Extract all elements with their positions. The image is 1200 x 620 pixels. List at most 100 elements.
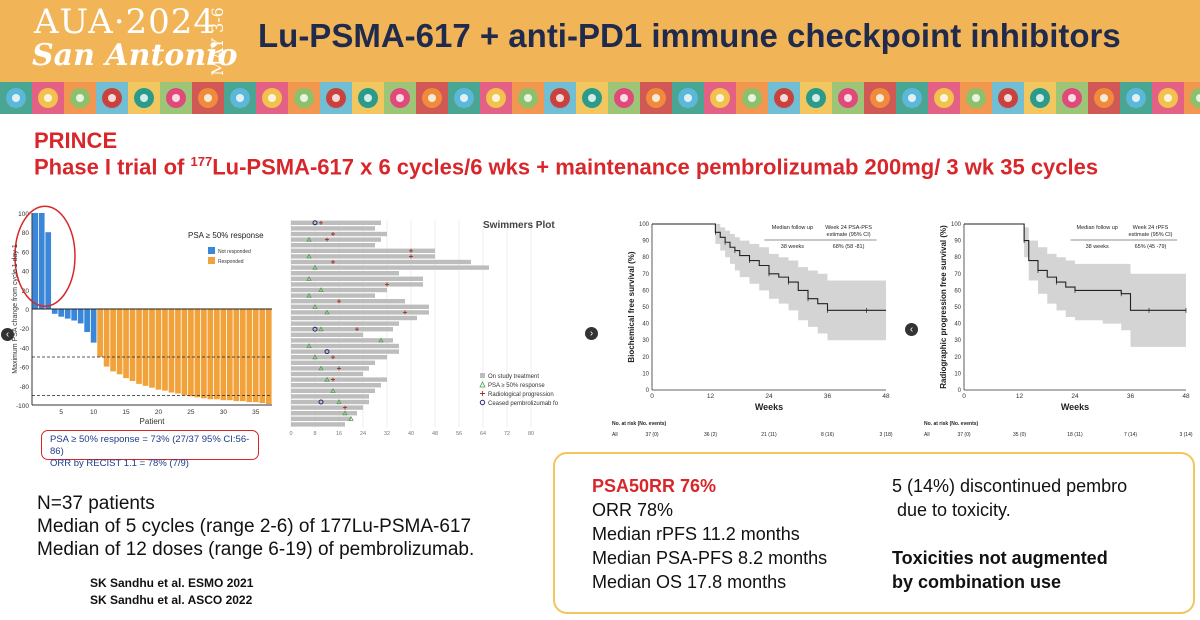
- radiographic-pfs-chart: 0 10 20 30 40 50 60 70 80 90 100 0 12 24 36 48 Weeks Radi…: [924, 222, 1193, 438]
- waterfall-bar: [51, 309, 58, 314]
- rpfs-y-tick-label: 60: [954, 288, 961, 294]
- swimmers-bar: [291, 276, 423, 281]
- swimmers-legend-bar-swatch: [480, 373, 485, 378]
- waterfall-x-tick-label: 20: [155, 409, 163, 416]
- waterfall-bar: [71, 309, 78, 321]
- swimmers-x-tick-label: 48: [432, 431, 438, 437]
- waterfall-bar: [265, 309, 272, 405]
- waterfall-chart: 100 80 60 40 20 0 -20 -40 -60 -80 -100 5 10 15 20 25 30 3…: [12, 205, 272, 426]
- band-flower-center: [524, 94, 532, 102]
- swimmers-bar: [291, 321, 399, 326]
- band-flower-center: [620, 94, 628, 102]
- results-summary-box: PSA50RR 76% ORR 78% Median rPFS 11.2 mon…: [553, 452, 1195, 614]
- waterfall-x-tick-label: 10: [90, 409, 98, 416]
- swimmers-bar: [291, 259, 471, 265]
- swimmers-psa-response-marker: [336, 399, 342, 404]
- swimmers-legend-circle-swatch: [479, 399, 486, 406]
- waterfall-bar: [64, 309, 71, 319]
- bpfs-risk-value: 37 (0): [645, 432, 658, 438]
- band-flower-center: [460, 94, 468, 102]
- swimmers-bar: [291, 343, 399, 349]
- bpfs-risk-value: 3 (18): [879, 432, 892, 438]
- waterfall-bar: [58, 309, 65, 317]
- swimmers-bar: [291, 220, 381, 225]
- bpfs-ci-band: [652, 224, 886, 341]
- rpfs-y-tick-label: 80: [954, 255, 961, 261]
- swimmers-progression-marker: [325, 237, 329, 242]
- bpfs-y-tick-label: 90: [642, 239, 649, 245]
- waterfall-y-tick-label: 0: [25, 307, 29, 314]
- waterfall-legend-title: PSA ≥ 50% response: [188, 231, 264, 240]
- swimmers-psa-response-marker: [306, 343, 312, 348]
- rpfs-y-tick-label: 90: [954, 239, 961, 245]
- biochemical-pfs-chart: 0 10 20 30 40 50 60 70 80 90 100 0 12 24 36 48 Weeks Bioc…: [612, 222, 893, 438]
- rpfs-y-tick-label: 70: [954, 272, 961, 278]
- swimmers-bar: [291, 388, 375, 393]
- reference-1: SK Sandhu et al. ESMO 2021: [90, 576, 254, 590]
- rpfs-x-label: Weeks: [1061, 402, 1089, 412]
- swimmers-bar: [291, 349, 399, 354]
- waterfall-x-label: Patient: [140, 417, 166, 426]
- orr-result: ORR 78%: [592, 500, 674, 520]
- rpfs-survival-curve: [964, 223, 1186, 311]
- swimmers-legend-label: Radiological progression: [488, 392, 554, 398]
- swimmers-progression-marker: [331, 232, 335, 236]
- safety-results: 5 (14%) discontinued pembro due to toxic…: [892, 474, 1127, 594]
- swimmers-legend-plus-swatch: [480, 391, 485, 396]
- swimmers-progression-marker: [319, 220, 323, 225]
- bpfs-y-tick-label: 60: [642, 288, 649, 294]
- bpfs-y-tick-label: 70: [642, 272, 649, 278]
- rpfs-risk-label: No. at risk (No. events): [924, 421, 979, 427]
- response-text-psa: PSA ≥ 50% response = 73% (27/37 95% CI:5…: [50, 434, 250, 457]
- bpfs-survival-curve: [652, 223, 886, 311]
- swimmers-x-tick-label: 40: [408, 431, 414, 437]
- band-flower-center: [172, 94, 180, 102]
- discontinued-line-1: 5 (14%) discontinued pembro: [892, 476, 1128, 496]
- band-flower-center: [140, 94, 148, 102]
- logo-aua: AUA·2024: [34, 2, 217, 42]
- swimmers-psa-response-marker: [318, 365, 324, 371]
- waterfall-bar: [136, 309, 142, 384]
- bpfs-y-tick-label: 40: [642, 322, 649, 328]
- swimmers-progression-marker: [343, 405, 347, 410]
- waterfall-bar: [168, 309, 175, 393]
- rpfs-y-tick-label: 30: [954, 338, 961, 344]
- rpfs-risk-value: 35 (0): [1013, 432, 1026, 438]
- swimmers-progression-marker: [403, 310, 407, 315]
- nav-prev-left-icon[interactable]: ‹: [1, 328, 14, 341]
- band-flower-center: [1100, 94, 1108, 102]
- waterfall-legend-label: Not responded: [218, 249, 251, 255]
- bpfs-risk-value: 21 (11): [761, 432, 777, 438]
- band-flower-center: [780, 94, 788, 102]
- band-flower-center: [492, 94, 500, 102]
- study-name: PRINCE: [34, 128, 118, 153]
- swimmers-bar: [291, 394, 369, 399]
- swimmers-bar: [291, 332, 363, 337]
- swimmers-x-tick-label: 56: [456, 431, 462, 437]
- band-flower-center: [364, 94, 372, 102]
- waterfall-bar: [45, 232, 52, 309]
- waterfall-bar: [103, 309, 110, 367]
- band-flower-center: [1196, 94, 1200, 102]
- waterfall-x-tick-label: 30: [220, 409, 228, 416]
- rpfs-ci-band: [964, 224, 1186, 347]
- swimmers-bar: [291, 282, 423, 287]
- swimmers-progression-marker: [409, 254, 413, 259]
- doses-info: Median of 12 doses (range 6-19) of pembr…: [37, 539, 475, 560]
- nav-prev-icon[interactable]: ‹: [905, 323, 918, 336]
- waterfall-y-tick-label: 40: [22, 269, 30, 276]
- cycles-info: Median of 5 cycles (range 2-6) of 177Lu-…: [37, 516, 472, 537]
- waterfall-bar: [188, 309, 194, 397]
- waterfall-bar: [239, 309, 246, 402]
- nav-next-icon[interactable]: ›: [585, 327, 598, 340]
- band-flower-center: [1004, 94, 1012, 102]
- swimmers-bar: [291, 366, 369, 371]
- rpfs-x-tick-label: 48: [1182, 393, 1190, 400]
- swimmers-chart: 0 8 16 24 32 40 48 56 64 72 80 Swimmers Plot On stud…: [289, 220, 558, 437]
- swimmers-bar: [291, 327, 393, 332]
- waterfall-y-tick-label: -100: [16, 403, 29, 410]
- waterfall-y-tick-label: -60: [20, 365, 30, 372]
- waterfall-bar: [259, 309, 266, 404]
- rpfs-y-tick-label: 100: [951, 222, 962, 228]
- waterfall-bar: [252, 309, 259, 403]
